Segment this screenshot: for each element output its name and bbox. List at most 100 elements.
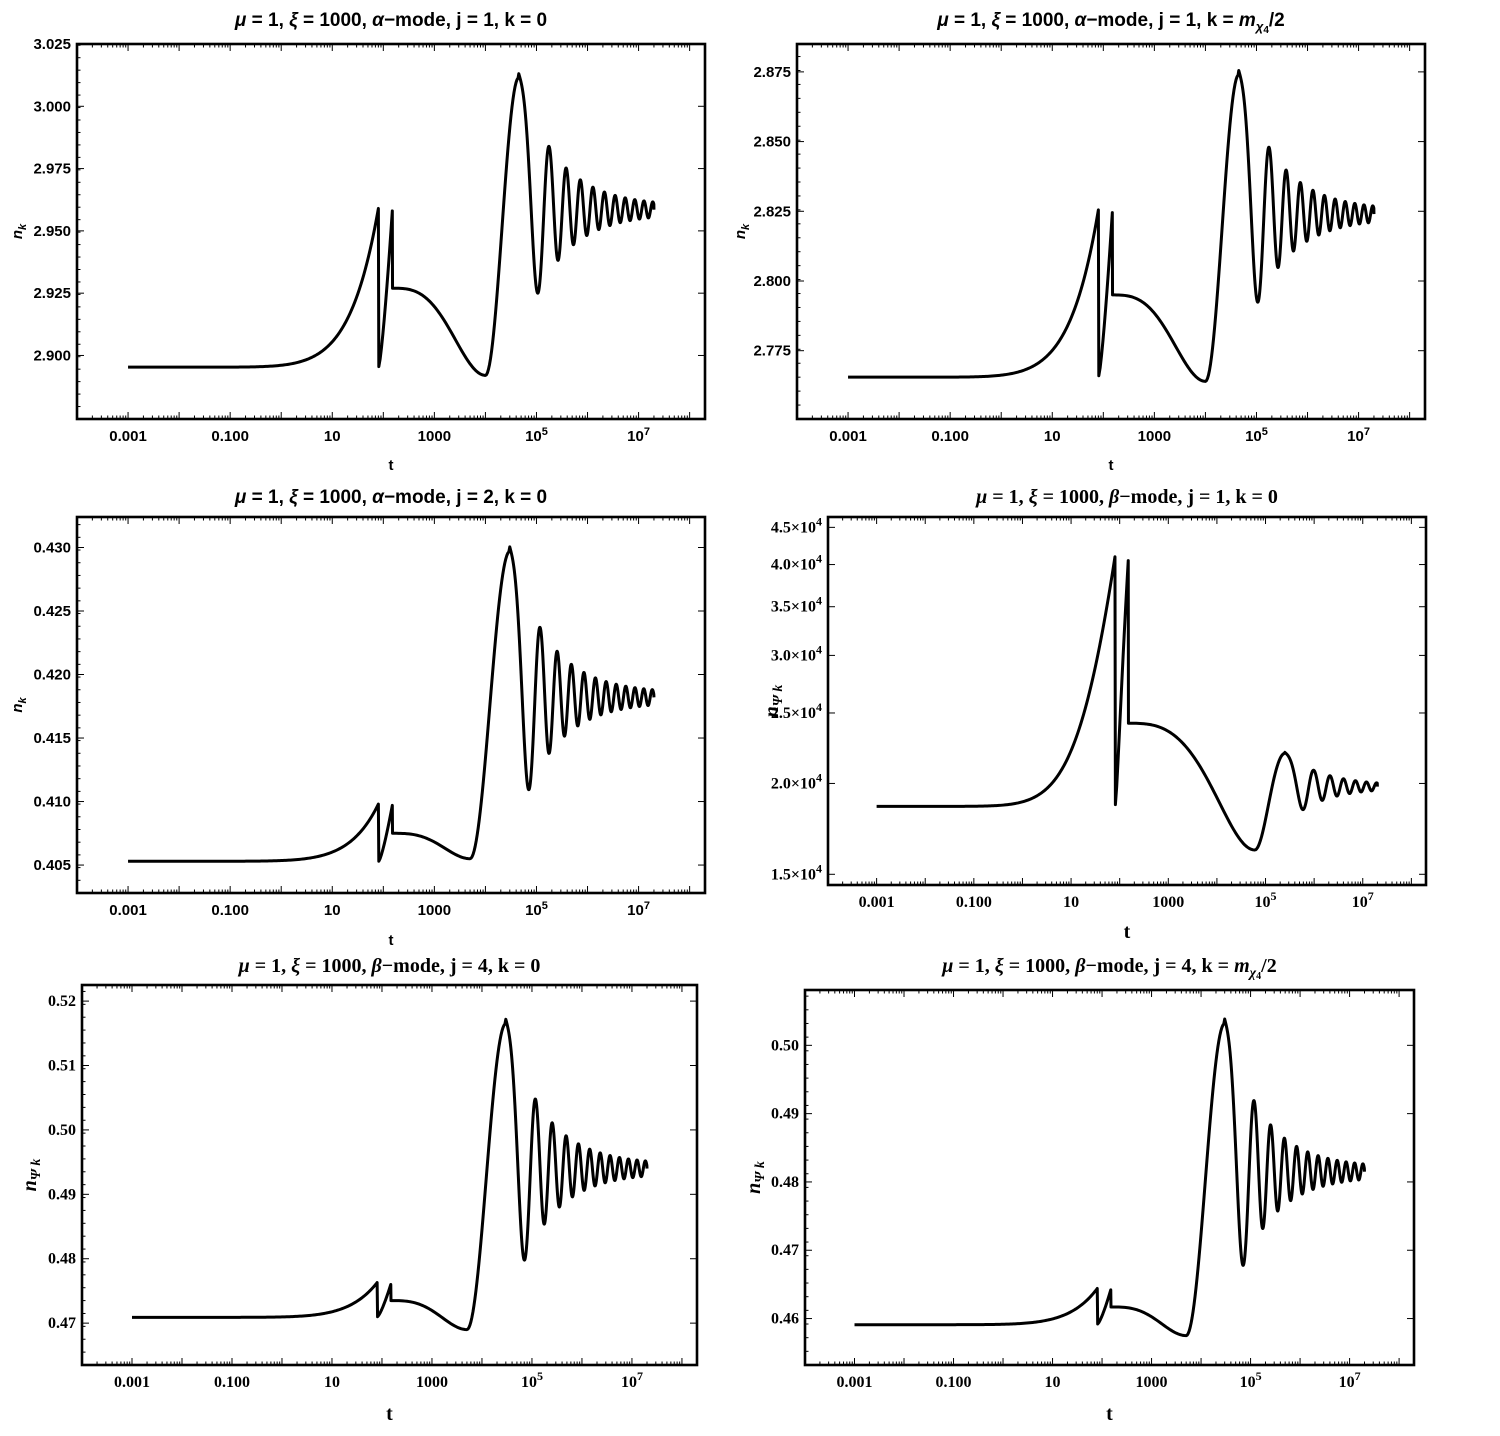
y-axis-label: nk bbox=[732, 223, 752, 239]
y-tick-label: 0.47 bbox=[48, 1315, 76, 1332]
y-tick-label: 2.5×104 bbox=[771, 700, 822, 722]
x-tick-label: 10 bbox=[1045, 1374, 1061, 1391]
x-axis-label: t bbox=[1109, 457, 1114, 474]
series-line-1 bbox=[128, 545, 656, 863]
x-tick-label: 107 bbox=[1339, 1369, 1361, 1391]
x-tick-label: 0.001 bbox=[837, 1374, 873, 1391]
series-line-1 bbox=[854, 1017, 1366, 1338]
x-tick-label: 1000 bbox=[416, 1374, 448, 1391]
y-axis-label: nΨ k bbox=[19, 1159, 44, 1192]
chart-title: μ = 1, ξ = 1000, β−mode, j = 1, k = 0 bbox=[975, 486, 1278, 508]
chart-title: μ = 1, ξ = 1000, α−mode, j = 1, k = mχ4/… bbox=[936, 10, 1285, 36]
y-tick-label: 0.430 bbox=[33, 539, 71, 556]
y-tick-label: 0.47 bbox=[771, 1242, 799, 1259]
y-tick-label: 3.025 bbox=[33, 36, 71, 53]
y-tick-label: 2.800 bbox=[753, 273, 791, 290]
x-tick-label: 107 bbox=[1347, 426, 1370, 445]
x-tick-label: 105 bbox=[1255, 889, 1277, 911]
x-tick-label: 1000 bbox=[1138, 428, 1171, 445]
x-tick-label: 10 bbox=[1044, 428, 1061, 445]
y-tick-label: 2.975 bbox=[33, 161, 71, 178]
x-tick-label: 0.100 bbox=[956, 894, 992, 911]
y-tick-label: 2.850 bbox=[753, 134, 791, 151]
plot-frame bbox=[75, 515, 707, 895]
x-tick-label: 10 bbox=[1063, 894, 1079, 911]
x-tick-label: 107 bbox=[627, 900, 650, 919]
chart-title: μ = 1, ξ = 1000, β−mode, j = 4, k = 0 bbox=[238, 955, 541, 977]
plot-frame bbox=[826, 515, 1428, 887]
y-tick-label: 0.49 bbox=[48, 1186, 76, 1203]
y-tick-label: 2.875 bbox=[753, 64, 791, 81]
x-tick-label: 0.100 bbox=[211, 428, 249, 445]
x-axis-label: t bbox=[1106, 1403, 1113, 1425]
series-line-1 bbox=[876, 555, 1379, 852]
x-tick-label: 0.100 bbox=[931, 428, 969, 445]
y-axis-label: nΨ k bbox=[761, 685, 786, 718]
y-tick-label: 4.0×104 bbox=[771, 552, 822, 574]
x-tick-label: 107 bbox=[1352, 889, 1374, 911]
y-tick-label: 0.425 bbox=[33, 603, 71, 620]
x-tick-label: 0.001 bbox=[829, 428, 867, 445]
x-tick-label: 0.001 bbox=[114, 1374, 150, 1391]
series-line-1 bbox=[128, 72, 656, 377]
series-line-1 bbox=[132, 1017, 649, 1332]
y-tick-label: 4.5×104 bbox=[771, 514, 822, 536]
x-axis-label: t bbox=[389, 932, 394, 949]
y-tick-label: 2.775 bbox=[753, 343, 791, 360]
y-tick-label: 0.46 bbox=[771, 1311, 799, 1328]
y-tick-label: 0.48 bbox=[48, 1251, 76, 1268]
y-tick-label: 0.405 bbox=[33, 857, 71, 874]
y-tick-label: 0.52 bbox=[48, 993, 76, 1010]
y-tick-label: 2.950 bbox=[33, 223, 71, 240]
x-tick-label: 0.001 bbox=[859, 894, 895, 911]
y-tick-label: 1.5×104 bbox=[771, 861, 822, 883]
y-tick-label: 0.49 bbox=[771, 1106, 799, 1123]
x-tick-label: 107 bbox=[621, 1369, 643, 1391]
x-tick-label: 0.100 bbox=[211, 902, 249, 919]
y-tick-label: 0.50 bbox=[771, 1037, 799, 1054]
y-tick-label: 3.0×104 bbox=[771, 642, 822, 664]
chart-title: μ = 1, ξ = 1000, α−mode, j = 2, k = 0 bbox=[234, 487, 547, 508]
y-axis-label: nk bbox=[9, 696, 29, 712]
x-tick-label: 105 bbox=[1245, 426, 1268, 445]
series-line-1 bbox=[848, 68, 1376, 383]
plot-frame bbox=[795, 42, 1427, 421]
x-tick-label: 1000 bbox=[418, 428, 451, 445]
x-axis-label: t bbox=[389, 457, 394, 474]
x-tick-label: 0.100 bbox=[214, 1374, 250, 1391]
x-tick-label: 105 bbox=[521, 1369, 543, 1391]
y-tick-label: 3.5×104 bbox=[771, 594, 822, 616]
chart-title: μ = 1, ξ = 1000, α−mode, j = 1, k = 0 bbox=[234, 10, 547, 31]
x-tick-label: 10 bbox=[324, 1374, 340, 1391]
x-tick-label: 10 bbox=[324, 428, 341, 445]
y-axis-label: nk bbox=[9, 223, 29, 239]
x-tick-label: 105 bbox=[1240, 1369, 1262, 1391]
y-axis-label: nΨ k bbox=[743, 1161, 768, 1194]
y-tick-label: 0.420 bbox=[33, 667, 71, 684]
x-tick-label: 10 bbox=[324, 902, 341, 919]
x-tick-label: 107 bbox=[627, 426, 650, 445]
x-tick-label: 105 bbox=[525, 900, 548, 919]
y-tick-label: 2.925 bbox=[33, 285, 71, 302]
x-tick-label: 0.100 bbox=[936, 1374, 972, 1391]
x-tick-label: 1000 bbox=[1152, 894, 1184, 911]
plot-frame bbox=[803, 988, 1416, 1367]
y-tick-label: 2.0×104 bbox=[771, 770, 822, 792]
y-tick-label: 2.825 bbox=[753, 203, 791, 220]
x-tick-label: 105 bbox=[525, 426, 548, 445]
x-tick-label: 1000 bbox=[418, 902, 451, 919]
y-tick-label: 0.48 bbox=[771, 1174, 799, 1191]
y-tick-label: 0.415 bbox=[33, 730, 71, 747]
chart-title: μ = 1, ξ = 1000, β−mode, j = 4, k = mχ4/… bbox=[941, 955, 1276, 982]
y-tick-label: 0.51 bbox=[48, 1058, 76, 1075]
x-tick-label: 1000 bbox=[1136, 1374, 1168, 1391]
plot-frame bbox=[80, 983, 699, 1367]
x-tick-label: 0.001 bbox=[109, 428, 147, 445]
